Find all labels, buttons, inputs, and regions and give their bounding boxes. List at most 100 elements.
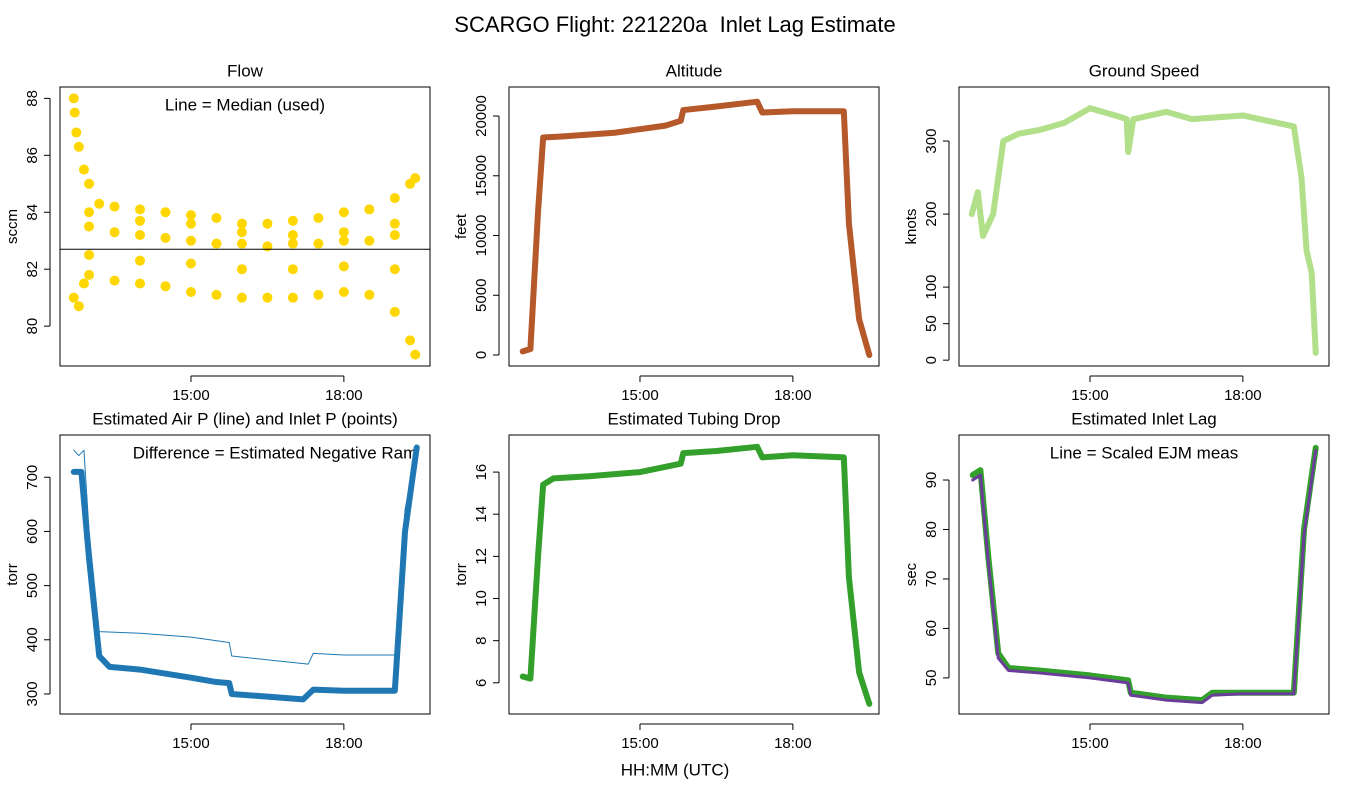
point [160, 232, 171, 243]
y-tick-label: 0 [473, 351, 490, 359]
y-tick-label: 400 [24, 627, 41, 652]
point [84, 207, 95, 218]
point [313, 289, 324, 300]
y-tick-label: 84 [24, 204, 41, 221]
y-tick-label: 700 [24, 465, 41, 490]
y-tick-label: 16 [473, 464, 490, 481]
x-tick-label: 15:00 [621, 387, 659, 404]
point [84, 249, 95, 260]
y-axis-label: sec [903, 562, 920, 586]
point [287, 215, 298, 226]
x-tick-label: 15:00 [1071, 735, 1109, 752]
panel-title: Ground Speed [1089, 61, 1200, 80]
point [84, 178, 95, 189]
point [236, 292, 247, 303]
x-axis-label: HH:MM (UTC) [621, 760, 730, 779]
point [109, 201, 120, 212]
point [69, 107, 80, 118]
y-tick-label: 88 [24, 90, 41, 107]
point [313, 238, 324, 249]
series-line [70, 444, 420, 703]
y-tick-label: 8 [473, 636, 490, 644]
x-tick-label: 15:00 [621, 735, 659, 752]
y-axis-label: torr [4, 563, 21, 586]
point [84, 269, 95, 280]
y-tick-label: 10000 [473, 215, 490, 257]
panel-title: Estimated Air P (line) and Inlet P (poin… [92, 409, 398, 428]
y-axis-label: torr [453, 563, 470, 586]
point [338, 227, 349, 238]
point [287, 264, 298, 275]
point [364, 289, 375, 300]
point [262, 241, 273, 252]
point [94, 198, 105, 209]
y-tick-label: 5000 [473, 279, 490, 312]
x-tick-label: 18:00 [1224, 387, 1262, 404]
point [185, 258, 196, 269]
point [313, 212, 324, 223]
x-tick-label: 18:00 [1224, 735, 1262, 752]
y-tick-label: 300 [923, 129, 940, 154]
point [68, 93, 79, 104]
x-tick-label: 18:00 [325, 387, 363, 404]
y-tick-label: 86 [24, 147, 41, 164]
point [389, 264, 400, 275]
series-line [971, 448, 1318, 705]
y-axis-label: knots [903, 209, 920, 245]
panel-title: Estimated Tubing Drop [608, 409, 781, 428]
point [211, 289, 222, 300]
point [185, 286, 196, 297]
y-axis-label: sccm [4, 209, 21, 244]
panel-title: Estimated Inlet Lag [1071, 409, 1217, 428]
y-tick-label: 500 [24, 573, 41, 598]
point [236, 218, 247, 229]
point [109, 227, 120, 238]
point [135, 278, 146, 289]
point [71, 127, 82, 138]
point [389, 306, 400, 317]
panel-title: Altitude [666, 61, 723, 80]
y-tick-label: 82 [24, 261, 41, 278]
point [389, 230, 400, 241]
point [338, 261, 349, 272]
series-line [519, 443, 873, 707]
y-tick-label: 200 [923, 202, 940, 227]
point [135, 255, 146, 266]
point [236, 238, 247, 249]
y-tick-label: 90 [923, 472, 940, 489]
series-line [968, 105, 1319, 356]
y-tick-label: 15000 [473, 155, 490, 197]
series-line [73, 446, 418, 665]
point [68, 292, 79, 303]
point [109, 275, 120, 286]
point [287, 238, 298, 249]
y-tick-label: 50 [923, 315, 940, 332]
y-tick-label: 12 [473, 548, 490, 565]
y-tick-label: 6 [473, 679, 490, 687]
point [84, 221, 95, 232]
point [287, 230, 298, 241]
point [405, 335, 416, 346]
x-tick-label: 18:00 [774, 387, 812, 404]
annotation: Line = Scaled EJM meas [1050, 443, 1239, 462]
point [211, 212, 222, 223]
point [364, 204, 375, 215]
plot-frame [508, 434, 880, 715]
y-tick-label: 600 [24, 519, 41, 544]
point [185, 235, 196, 246]
y-tick-label: 20000 [473, 95, 490, 137]
point [262, 292, 273, 303]
point [338, 235, 349, 246]
point [338, 207, 349, 218]
figure-title: SCARGO Flight: 221220a Inlet Lag Estimat… [454, 12, 895, 37]
annotation: Line = Median (used) [165, 95, 325, 114]
plot-frame [958, 434, 1330, 715]
y-tick-label: 80 [923, 521, 940, 538]
x-tick-label: 18:00 [774, 735, 812, 752]
point [135, 215, 146, 226]
panel-title: Flow [227, 61, 264, 80]
annotation: Difference = Estimated Negative Ram [133, 443, 418, 462]
point [410, 173, 421, 184]
point [73, 301, 84, 312]
series-line [519, 98, 873, 359]
